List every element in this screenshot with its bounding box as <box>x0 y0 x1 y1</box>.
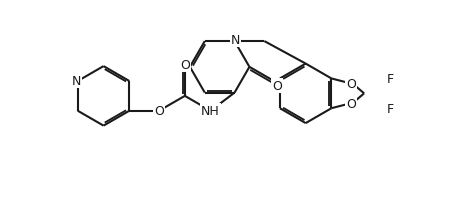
Text: O: O <box>180 59 190 71</box>
Text: N: N <box>71 75 81 88</box>
Text: N: N <box>231 34 240 47</box>
Text: O: O <box>272 79 282 92</box>
Text: O: O <box>346 97 356 110</box>
Text: F: F <box>386 73 394 86</box>
Text: O: O <box>346 77 356 90</box>
Text: O: O <box>154 105 164 118</box>
Text: NH: NH <box>201 105 220 118</box>
Text: F: F <box>386 102 394 115</box>
